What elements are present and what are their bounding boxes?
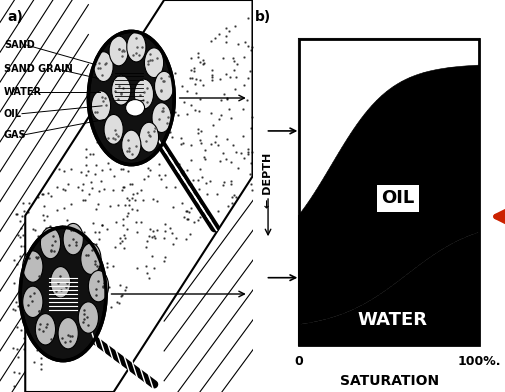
- Text: b): b): [255, 10, 271, 24]
- Circle shape: [35, 314, 56, 345]
- Text: SATURATION: SATURATION: [339, 374, 439, 388]
- Circle shape: [104, 114, 123, 144]
- Circle shape: [23, 251, 43, 282]
- Circle shape: [94, 52, 113, 82]
- Circle shape: [40, 227, 61, 259]
- Circle shape: [152, 103, 171, 132]
- Text: WATER: WATER: [358, 312, 428, 330]
- Text: 100%.: 100%.: [458, 355, 501, 368]
- Polygon shape: [299, 39, 479, 215]
- Circle shape: [112, 75, 131, 105]
- Circle shape: [20, 227, 106, 361]
- Circle shape: [78, 302, 98, 333]
- Text: GAS: GAS: [383, 91, 424, 109]
- Circle shape: [127, 32, 146, 62]
- Circle shape: [139, 122, 159, 152]
- Polygon shape: [25, 0, 252, 392]
- Text: OIL: OIL: [381, 189, 415, 207]
- Circle shape: [109, 36, 128, 66]
- Circle shape: [58, 318, 78, 349]
- Circle shape: [81, 243, 101, 274]
- Ellipse shape: [126, 100, 144, 116]
- Text: GAS: GAS: [4, 130, 26, 140]
- Polygon shape: [299, 65, 479, 325]
- Text: SAND: SAND: [4, 40, 34, 50]
- Text: WATER: WATER: [4, 87, 42, 97]
- Text: 0: 0: [294, 355, 304, 368]
- Bar: [299, 39, 479, 345]
- Text: SAND GRAIN: SAND GRAIN: [4, 64, 73, 74]
- Circle shape: [88, 31, 174, 165]
- Text: OIL: OIL: [4, 109, 22, 119]
- Circle shape: [122, 130, 141, 160]
- Circle shape: [63, 223, 83, 255]
- Circle shape: [155, 71, 174, 101]
- Circle shape: [91, 91, 111, 121]
- Circle shape: [88, 270, 109, 302]
- Circle shape: [144, 48, 164, 78]
- Circle shape: [50, 267, 71, 298]
- Text: a): a): [8, 10, 23, 24]
- Text: ← DEPTH: ← DEPTH: [263, 153, 273, 208]
- Bar: [299, 39, 479, 345]
- Circle shape: [134, 79, 154, 109]
- Circle shape: [23, 286, 43, 318]
